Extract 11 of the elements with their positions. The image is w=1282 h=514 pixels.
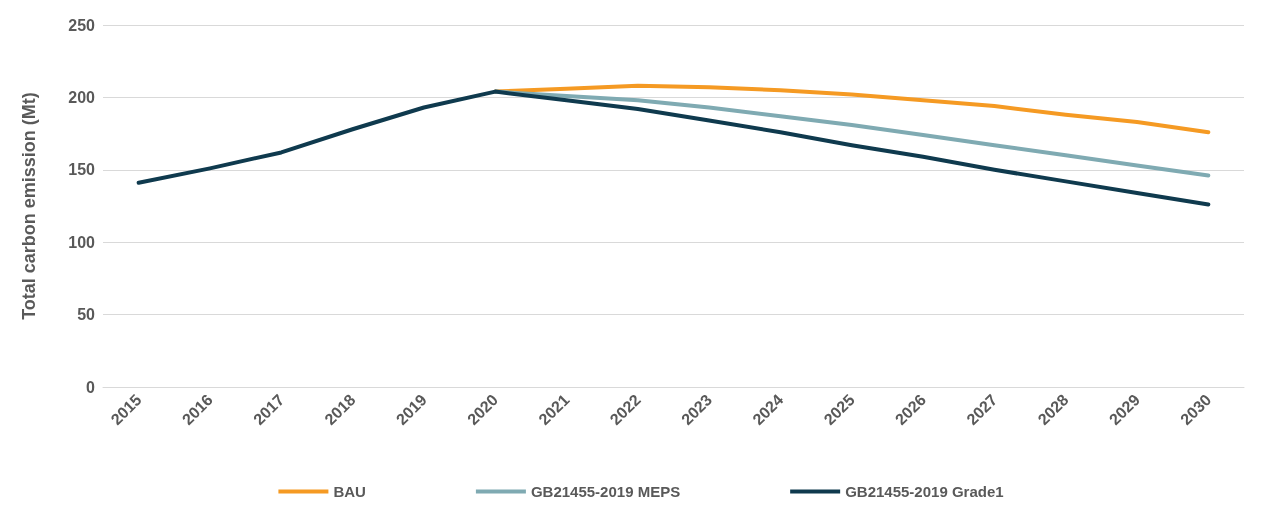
y-tick-label: 150 <box>68 161 96 179</box>
y-tick-label: 200 <box>68 88 96 106</box>
y-axis-title: Total carbon emission (Mt) <box>19 92 39 320</box>
legend-label: GB21455-2019 Grade1 <box>845 483 1004 500</box>
y-tick-label: 100 <box>68 233 96 251</box>
y-tick-label: 50 <box>77 306 96 324</box>
line-series <box>136 89 1211 207</box>
y-tick-label: 0 <box>86 378 96 396</box>
y-tick-label: 250 <box>68 16 96 34</box>
legend-label: BAU <box>333 483 366 500</box>
legend-label: GB21455-2019 MEPS <box>530 483 681 500</box>
